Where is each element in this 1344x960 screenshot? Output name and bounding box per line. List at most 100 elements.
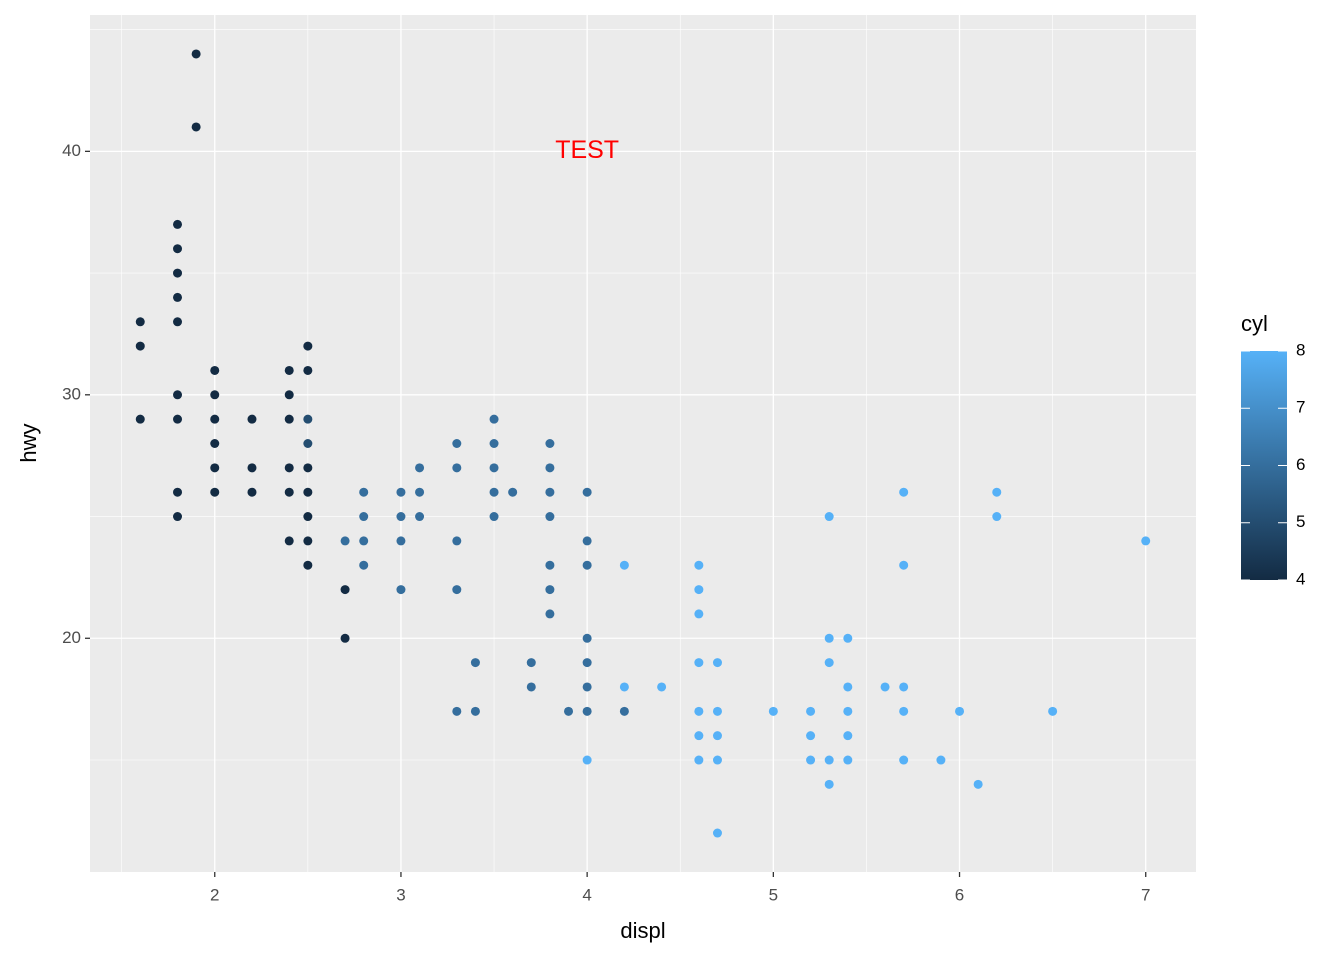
point: [880, 682, 890, 692]
point: [303, 414, 313, 424]
point: [191, 49, 201, 59]
point: [899, 560, 909, 570]
y-tick-label: 20: [62, 628, 81, 647]
point: [1141, 536, 1151, 546]
point: [694, 658, 704, 668]
point: [173, 317, 183, 327]
point: [396, 536, 406, 546]
point: [489, 463, 499, 473]
point: [582, 658, 592, 668]
point: [135, 317, 145, 327]
point: [489, 487, 499, 497]
point: [806, 731, 816, 741]
point: [210, 414, 220, 424]
point: [173, 414, 183, 424]
point: [582, 706, 592, 716]
point: [359, 487, 369, 497]
point: [899, 755, 909, 765]
point: [619, 682, 629, 692]
point: [135, 414, 145, 424]
point: [452, 706, 462, 716]
point: [210, 365, 220, 375]
x-tick-label: 5: [769, 885, 778, 904]
point: [173, 244, 183, 254]
point: [564, 706, 574, 716]
point: [470, 706, 480, 716]
point: [843, 755, 853, 765]
point: [1048, 706, 1058, 716]
point: [992, 512, 1002, 522]
point: [303, 365, 313, 375]
point: [657, 682, 667, 692]
point: [712, 706, 722, 716]
legend-title: cyl: [1241, 311, 1268, 336]
points: [135, 49, 1151, 838]
point: [340, 585, 350, 595]
point: [526, 682, 536, 692]
point: [173, 390, 183, 400]
point: [489, 439, 499, 448]
point: [303, 439, 313, 448]
point: [470, 658, 480, 668]
point: [712, 828, 722, 838]
annotation: TEST: [555, 136, 619, 164]
point: [359, 512, 369, 522]
point: [843, 731, 853, 741]
point: [359, 536, 369, 546]
point: [284, 365, 294, 375]
point: [712, 731, 722, 741]
point: [247, 487, 257, 497]
legend-label: 5: [1296, 512, 1305, 531]
point: [582, 633, 592, 643]
point: [936, 755, 946, 765]
x-tick-label: 7: [1141, 885, 1150, 904]
point: [582, 755, 592, 765]
point: [489, 414, 499, 424]
point: [210, 439, 220, 448]
point: [526, 658, 536, 668]
point: [694, 560, 704, 570]
point: [843, 633, 853, 643]
legend-label: 6: [1296, 455, 1305, 474]
point: [303, 487, 313, 497]
point: [415, 512, 425, 522]
x-tick-label: 4: [582, 885, 591, 904]
point: [694, 755, 704, 765]
point: [694, 609, 704, 619]
legend-label: 8: [1296, 340, 1305, 359]
point: [340, 536, 350, 546]
point: [415, 487, 425, 497]
point: [303, 536, 313, 546]
point: [806, 706, 816, 716]
point: [210, 487, 220, 497]
point: [396, 487, 406, 497]
point: [415, 463, 425, 473]
point: [694, 706, 704, 716]
legend-label: 4: [1296, 569, 1305, 588]
point: [191, 122, 201, 132]
point: [899, 682, 909, 692]
point: [545, 609, 555, 619]
point: [712, 755, 722, 765]
point: [396, 512, 406, 522]
point: [173, 512, 183, 522]
point: [582, 682, 592, 692]
point: [284, 487, 294, 497]
point: [303, 463, 313, 473]
point: [284, 390, 294, 400]
point: [303, 560, 313, 570]
point: [824, 779, 834, 789]
point: [973, 779, 983, 789]
point: [303, 341, 313, 351]
point: [247, 414, 257, 424]
point: [452, 439, 462, 448]
y-tick-label: 30: [62, 384, 81, 403]
point: [899, 706, 909, 716]
point: [284, 463, 294, 473]
point: [545, 463, 555, 473]
point: [489, 512, 499, 522]
grid: [90, 15, 1196, 872]
point: [824, 658, 834, 668]
y-axis-title: hwy: [16, 423, 41, 462]
